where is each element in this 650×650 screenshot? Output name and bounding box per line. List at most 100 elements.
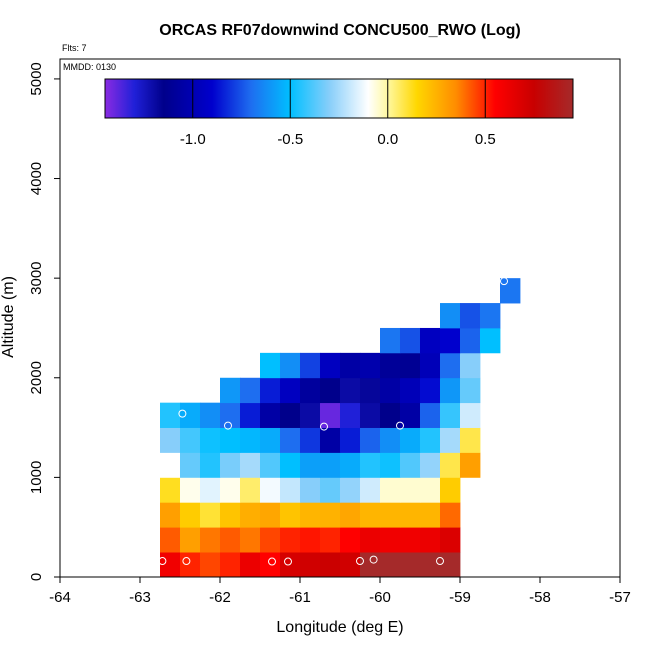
heatmap-cell [420,327,441,354]
y-tick-label: 2000 [28,361,45,394]
heatmap-cell [500,278,521,304]
heatmap-cell [220,452,241,478]
heatmap-cell [360,502,381,528]
heatmap-cell [420,527,441,553]
flight-marker [268,557,276,566]
heatmap-cell [220,377,241,404]
heatmap-cell [280,452,301,478]
heatmap-cell [320,477,341,503]
heatmap-cell [400,377,421,404]
heatmap-cell [180,402,201,428]
flight-marker [158,557,167,566]
heatmap-cell [420,427,441,453]
heatmap-cell [320,452,341,478]
y-axis-label: Altitude (m) [0,276,17,358]
heatmap-cell [440,502,461,528]
heatmap-cell [440,527,461,553]
heatmap-cell [440,477,461,503]
heatmap-cell [440,452,461,478]
heatmap-cell [220,402,241,428]
heatmap-cell [460,377,481,404]
heatmap-cell [260,502,281,528]
heatmap-cell [220,502,241,528]
heatmap-cell [240,502,261,528]
heatmap-cell [380,502,401,528]
heatmap-cell [260,527,281,553]
heatmap-cell [240,552,261,578]
heatmap-cell [160,452,181,478]
heatmap-cell [180,527,201,553]
heatmap-cell [180,552,201,578]
heatmap-cell [260,477,281,503]
heatmap-cell [440,303,461,329]
heatmap-cell [260,452,281,478]
heatmap-cell [380,327,401,354]
heatmap-cell [280,477,301,503]
heatmap-cell [340,552,361,578]
heatmap-cell [440,402,461,428]
heatmap-cell [200,477,221,503]
heatmap-cell [300,352,321,379]
heatmap-cell [420,452,441,478]
flight-marker [284,557,292,566]
heatmap-cell [280,352,301,379]
heatmap-cell [380,377,401,404]
heatmap-cell [240,427,261,453]
heatmap-cell [420,502,441,528]
heatmap-cell [220,552,241,578]
heatmap-cell [360,377,381,404]
heatmap-cell [280,427,301,453]
heatmap-cell [320,402,341,428]
colorbar-tick-label: 0.0 [377,131,398,148]
x-tick-label: -61 [289,589,311,606]
heatmap-cell [280,527,301,553]
heatmap-cell [400,452,421,478]
heatmap-cell [360,552,381,578]
flight-markers [158,277,508,566]
y-tick-label: 4000 [28,162,45,195]
x-tick-label: -64 [49,589,71,606]
colorbar: -1.0 -0.5 0.0 0.5 [104,78,574,148]
heatmap-cell [260,402,281,428]
x-tick-label: -62 [209,589,231,606]
heatmap-cell [200,452,221,478]
heatmap-cell [340,427,361,453]
heatmap-cell [340,452,361,478]
flight-marker [396,421,404,430]
heatmap-cell [340,502,361,528]
heatmap-cell [420,552,441,578]
heatmap-cell [380,452,401,478]
heatmap-cell [180,452,201,478]
heatmap-cell [400,427,421,453]
heatmap-cell [360,352,381,379]
heatmap-cell [380,427,401,453]
heatmap-cell [160,427,181,453]
heatmap-cell [300,377,321,404]
flight-marker [436,557,444,566]
heatmap-cell [420,352,441,379]
heatmap-cell [400,527,421,553]
heatmap-cell [180,477,201,503]
heatmap-cell [160,477,181,503]
heatmap-cell [300,427,321,453]
heatmap-cells [160,278,521,578]
heatmap-cell [320,552,341,578]
colorbar-tick-label: -0.5 [277,131,303,148]
heatmap-cell [460,402,481,428]
heatmap-cell [480,303,501,329]
heatmap-cell [320,377,341,404]
heatmap-cell [360,527,381,553]
heatmap-cell [260,377,281,404]
x-axis-label: Longitude (deg E) [276,619,403,636]
flight-marker [224,421,232,430]
heatmap-cell [440,377,461,404]
heatmap-cell [320,352,341,379]
heatmap-cell [460,452,481,478]
flight-marker [182,557,191,566]
heatmap-cell [380,552,401,578]
heatmap-cell [220,527,241,553]
heatmap-cell [300,402,321,428]
y-tick-label: 5000 [28,62,45,95]
heatmap-cell [320,527,341,553]
y-axis: 0 1000 2000 3000 4000 5000 [28,62,60,581]
